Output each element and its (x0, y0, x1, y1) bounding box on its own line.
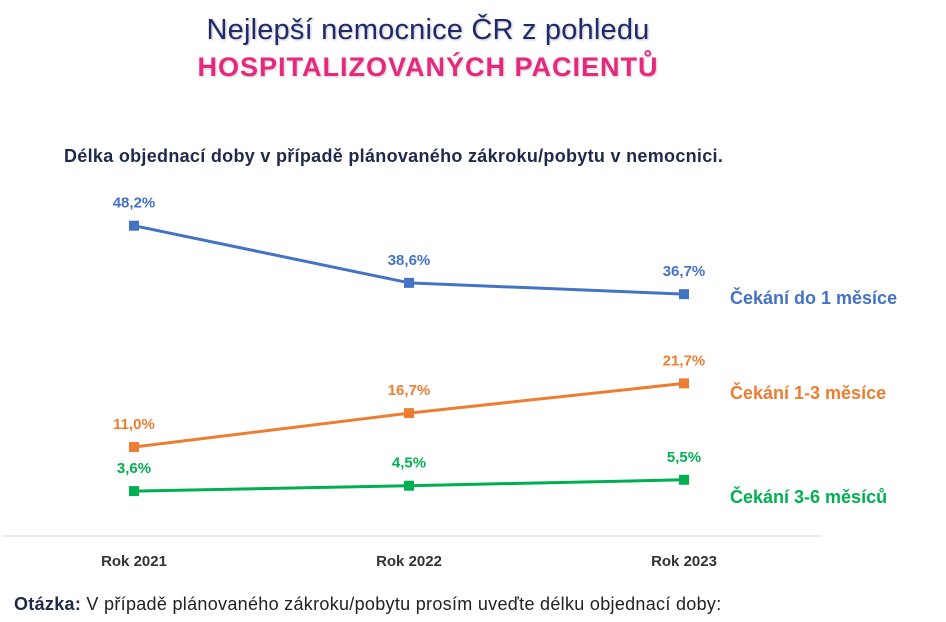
x-tick-label: Rok 2021 (101, 553, 167, 570)
question-text: Otázka: V případě plánovaného zákroku/po… (14, 594, 722, 615)
data-point (129, 220, 139, 231)
data-point (404, 480, 414, 491)
legend-label: Čekání do 1 měsíce (730, 287, 897, 308)
title-line-1: Nejlepší nemocnice ČR z pohledu (206, 14, 650, 46)
data-label: 4,5% (392, 455, 426, 472)
data-label: 36,7% (663, 263, 706, 280)
data-label: 16,7% (388, 382, 431, 399)
x-tick-label: Rok 2022 (376, 553, 442, 570)
question-label: Otázka: (14, 594, 82, 614)
question-body: V případě plánovaného zákroku/pobytu pro… (81, 594, 722, 614)
data-point (679, 289, 689, 300)
data-point (679, 474, 689, 485)
data-label: 48,2% (113, 195, 156, 212)
data-point (404, 408, 414, 419)
data-point (129, 442, 139, 453)
data-label: 5,5% (667, 449, 701, 466)
data-label: 38,6% (388, 252, 431, 269)
chart-title: Délka objednací doby v případě plánované… (64, 146, 724, 166)
legend-label: Čekání 1-3 měsíce (730, 382, 886, 403)
data-point (679, 378, 689, 389)
x-tick-label: Rok 2023 (651, 553, 717, 570)
data-label: 3,6% (117, 460, 151, 477)
title-line-2: HOSPITALIZOVANÝCH PACIENTŮ (197, 52, 659, 82)
legend-label: Čekání 3-6 měsíců (730, 486, 887, 507)
data-label: 11,0% (113, 416, 155, 433)
data-point (404, 277, 414, 288)
data-point (129, 486, 139, 497)
data-label: 21,7% (663, 352, 706, 369)
